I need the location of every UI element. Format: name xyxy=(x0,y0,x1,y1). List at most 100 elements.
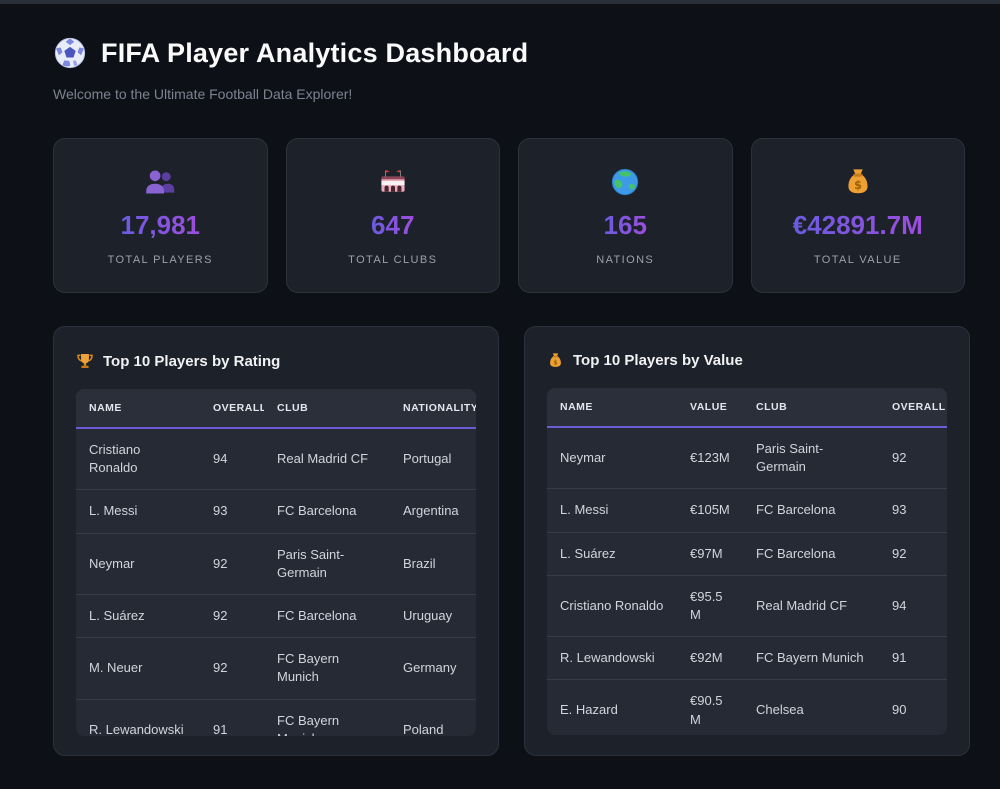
table-cell: M. Neuer xyxy=(76,637,200,698)
table-cell: FC Bayern Munich xyxy=(743,636,879,679)
table-row: Neymar €123M Paris Saint-Germain 92 xyxy=(547,428,947,488)
table-row: L. Messi 93 FC Barcelona Argentina xyxy=(76,489,476,532)
column-header: CLUB xyxy=(743,388,879,428)
rating-table-header-row: NAME OVERALL CLUB NATIONALITY xyxy=(76,389,476,429)
table-cell: FC Bayern Munich xyxy=(264,698,390,736)
table-cell: 92 xyxy=(200,637,264,698)
table-cell: 92 xyxy=(892,450,907,466)
table-cell: Poland xyxy=(390,698,476,736)
table-cell: 93 xyxy=(200,489,264,532)
table-cell: €92M xyxy=(677,636,743,679)
table-cell: €105M xyxy=(677,488,743,531)
table-cell: €97M xyxy=(677,531,743,575)
table-cell: Paris Saint-Germain xyxy=(264,532,390,594)
table-cell: Cristiano Ronaldo xyxy=(89,442,141,476)
svg-text:$: $ xyxy=(854,179,862,192)
tables-row: Top 10 Players by Rating NAME OVERALL CLUB… xyxy=(53,326,970,756)
rating-table-title: Top 10 Players by Rating xyxy=(103,352,281,370)
stat-label: NATIONS xyxy=(596,253,655,266)
svg-text:$: $ xyxy=(553,358,557,366)
column-header: CLUB xyxy=(264,389,390,429)
page-title: FIFA Player Analytics Dashboard xyxy=(101,37,529,68)
table-cell: Real Madrid CF xyxy=(277,451,369,467)
table-cell: 94 xyxy=(879,574,947,636)
table-row: E. Hazard €90.5M Chelsea 90 xyxy=(547,679,947,735)
stat-value: 165 xyxy=(603,209,647,240)
table-cell: E. Hazard xyxy=(547,679,677,735)
table-cell: Chelsea xyxy=(743,679,879,735)
value-table-scroll-area[interactable]: NAME VALUE CLUB OVERALL Neymar €123M Paris Sa… xyxy=(547,388,947,735)
value-table-header-row: NAME VALUE CLUB OVERALL xyxy=(547,388,947,428)
stat-value: €42891.7M xyxy=(792,209,923,240)
stat-value: 17,981 xyxy=(120,209,201,240)
table-cell: 92 xyxy=(200,532,264,594)
trophy-icon xyxy=(76,352,94,370)
table-cell: L. Messi xyxy=(547,488,677,531)
value-table-card: $ Top 10 Players by Value NAME VALUE CLUB O… xyxy=(524,326,970,756)
value-table-header: $ Top 10 Players by Value xyxy=(547,352,947,369)
table-cell: Real Madrid CF xyxy=(743,574,879,636)
table-cell: 92 xyxy=(200,593,264,637)
main-content: FIFA Player Analytics Dashboard Welcome … xyxy=(0,4,1000,756)
top-decoration-bar xyxy=(0,0,1000,4)
rating-table: NAME OVERALL CLUB NATIONALITY Cristiano Ron… xyxy=(76,389,476,736)
table-row: Neymar 92 Paris Saint-Germain Brazil xyxy=(76,532,476,594)
table-cell: Germany xyxy=(390,637,476,698)
soccer-ball-icon xyxy=(53,36,87,70)
table-cell: L. Suárez xyxy=(76,593,200,637)
rating-table-scroll-area[interactable]: NAME OVERALL CLUB NATIONALITY Cristiano Ron… xyxy=(76,389,476,736)
stat-value: 647 xyxy=(371,209,415,240)
table-cell: L. Messi xyxy=(76,489,200,532)
table-cell: €95.5M xyxy=(677,574,743,636)
table-cell: Cristiano Ronaldo xyxy=(547,574,677,636)
table-cell: Paris Saint-Germain xyxy=(756,441,824,475)
column-header: NAME xyxy=(76,389,200,429)
table-row: Cristiano Ronaldo 94 Real Madrid CF Portuga… xyxy=(76,429,476,489)
stat-label: TOTAL VALUE xyxy=(813,253,902,266)
rating-table-header: Top 10 Players by Rating xyxy=(76,352,476,370)
table-row: M. Neuer 92 FC Bayern Munich Germany xyxy=(76,637,476,698)
stat-card-total-clubs: 647 TOTAL CLUBS xyxy=(285,138,500,293)
value-table-title: Top 10 Players by Value xyxy=(573,352,743,369)
column-header: VALUE xyxy=(677,388,743,428)
column-header: NAME xyxy=(547,388,677,428)
table-cell: R. Lewandowski xyxy=(547,636,677,679)
table-cell: Portugal xyxy=(403,451,452,467)
column-header: OVERALL xyxy=(879,388,947,428)
table-cell: €123M xyxy=(690,450,730,466)
table-cell: €90.5M xyxy=(677,679,743,735)
table-cell: Neymar xyxy=(76,532,200,594)
table-cell: R. Lewandowski xyxy=(76,698,200,736)
page-subtitle: Welcome to the Ultimate Football Data Ex… xyxy=(53,86,353,102)
table-cell: FC Barcelona xyxy=(743,488,879,531)
value-table: NAME VALUE CLUB OVERALL Neymar €123M Paris Sa… xyxy=(547,388,947,735)
table-cell: Uruguay xyxy=(390,593,476,637)
table-cell: Neymar xyxy=(560,450,606,466)
money-bag-icon: $ xyxy=(843,166,873,198)
table-cell: Brazil xyxy=(390,532,476,594)
stat-label: TOTAL CLUBS xyxy=(348,253,438,266)
app-header: FIFA Player Analytics Dashboard xyxy=(53,36,965,70)
table-row: R. Lewandowski €92M FC Bayern Munich 91 xyxy=(547,636,947,679)
table-row: L. Suárez €97M FC Barcelona 92 xyxy=(547,531,947,575)
table-row: Cristiano Ronaldo €95.5M Real Madrid CF 94 xyxy=(547,574,947,636)
table-cell: 94 xyxy=(213,451,228,467)
table-cell: FC Barcelona xyxy=(264,593,390,637)
players-icon xyxy=(144,166,176,198)
table-row: L. Suárez 92 FC Barcelona Uruguay xyxy=(76,593,476,637)
table-cell: FC Bayern Munich xyxy=(264,637,390,698)
table-cell: 91 xyxy=(200,698,264,736)
stat-card-total-value: $ €42891.7M TOTAL VALUE xyxy=(750,138,965,293)
table-cell: Argentina xyxy=(390,489,476,532)
table-cell: 93 xyxy=(879,488,947,531)
money-bag-icon: $ xyxy=(547,352,564,369)
rating-table-card: Top 10 Players by Rating NAME OVERALL CLUB… xyxy=(53,326,499,756)
stat-card-nations: 165 NATIONS xyxy=(518,138,733,293)
table-cell: 91 xyxy=(879,636,947,679)
table-cell: 90 xyxy=(879,679,947,735)
table-row: L. Messi €105M FC Barcelona 93 xyxy=(547,488,947,531)
table-cell: 92 xyxy=(879,531,947,575)
stadium-icon xyxy=(377,166,409,198)
table-cell: FC Barcelona xyxy=(743,531,879,575)
